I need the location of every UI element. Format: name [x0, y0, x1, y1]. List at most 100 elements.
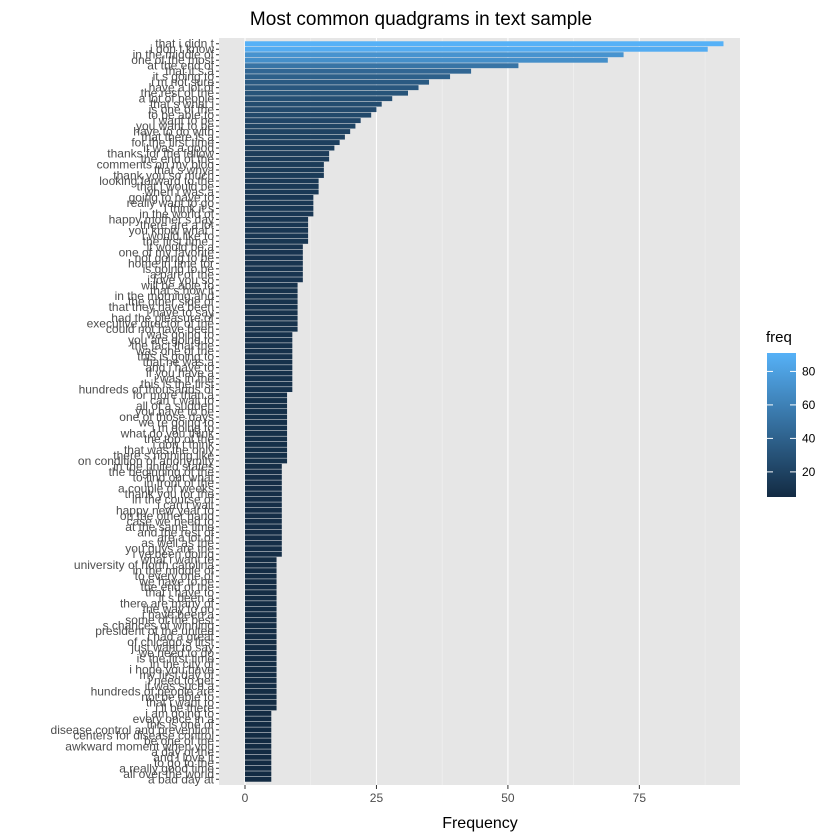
category-label: could not have been	[106, 322, 214, 336]
bar	[245, 162, 324, 167]
category-label: are a lot of	[157, 531, 214, 545]
bar	[245, 579, 277, 585]
bar	[245, 606, 277, 612]
bars	[245, 41, 724, 782]
category-label: i love you so	[147, 273, 214, 287]
bar	[245, 266, 303, 272]
bar	[245, 112, 372, 118]
bar	[245, 557, 277, 563]
bar	[245, 277, 303, 283]
category-label: in the world of	[139, 207, 214, 221]
category-label: for more than a	[133, 388, 215, 402]
category-label: what i want to	[140, 553, 215, 567]
bar	[245, 683, 277, 689]
category-label: i ll be there	[155, 701, 214, 715]
bar	[245, 694, 277, 700]
bar	[245, 535, 282, 541]
category-label: have a lot of	[149, 81, 215, 95]
x-tick-label: 25	[370, 791, 384, 805]
category-label: that i have to	[145, 586, 214, 600]
category-label: i had a great	[147, 630, 214, 644]
category-label: what do you think	[120, 426, 215, 440]
category-label: the other side of	[128, 295, 215, 309]
bar	[245, 573, 277, 579]
bar	[245, 211, 314, 217]
category-label: it would be a	[147, 240, 215, 254]
bar	[245, 677, 277, 683]
category-label: university of north carolina	[74, 558, 214, 572]
colorbar	[767, 353, 796, 497]
bar	[245, 562, 277, 568]
colorbar-tick-label: 40	[802, 431, 816, 445]
bar	[245, 430, 288, 436]
category-label: in the middle of	[133, 48, 215, 62]
bar	[245, 507, 282, 513]
bar	[245, 123, 356, 129]
category-label: that they have been	[109, 300, 214, 314]
bar	[245, 765, 272, 771]
bar	[245, 173, 324, 178]
bar	[245, 601, 277, 607]
bar	[245, 359, 293, 365]
bar	[245, 546, 282, 552]
legend-title: freq	[766, 329, 792, 346]
bar	[245, 332, 293, 338]
bar	[245, 721, 272, 727]
bar	[245, 96, 393, 102]
category-label: case we need to	[127, 514, 215, 528]
bar	[245, 732, 272, 738]
bar	[245, 771, 272, 777]
category-label: i can t wait	[157, 498, 214, 512]
category-label: you want to be	[136, 119, 214, 133]
category-label: on condition of anonymity	[78, 454, 214, 468]
category-label: all over the world	[123, 767, 214, 781]
category-label: that s why i	[154, 163, 214, 177]
category-label: just want to say	[130, 641, 214, 655]
bar	[245, 656, 277, 661]
category-label: is the first time	[137, 652, 215, 666]
bar	[245, 727, 272, 733]
category-label: there are a lot	[140, 218, 215, 232]
bar	[245, 134, 345, 140]
category-label: i don t think	[153, 437, 215, 451]
category-label: executive director of the	[87, 317, 215, 331]
category-label: is going to be	[143, 262, 215, 276]
colorbar-tick-label: 60	[802, 398, 816, 412]
category-label: to be able to	[148, 108, 214, 122]
bar	[245, 370, 293, 376]
bar	[245, 381, 293, 387]
bar	[245, 145, 335, 151]
category-label: will be able to	[140, 278, 214, 292]
category-label: every once in a	[133, 712, 215, 726]
bar	[245, 299, 298, 305]
category-label: the top of the	[144, 432, 214, 446]
category-label: i was going to	[141, 328, 215, 342]
category-label: i need to get	[148, 673, 215, 687]
bar	[245, 107, 377, 113]
category-label: i don t know	[150, 42, 214, 56]
bar	[245, 238, 309, 244]
category-label: be one of the	[144, 734, 214, 748]
category-label: to every one of	[135, 569, 215, 583]
bar	[245, 463, 282, 469]
category-label: this is one of	[147, 717, 215, 731]
bar	[245, 612, 277, 618]
category-label: one of those days	[119, 410, 214, 424]
bar	[245, 634, 277, 640]
bar	[245, 233, 309, 239]
bar	[245, 705, 277, 711]
category-label: the way to go	[143, 602, 215, 616]
category-label: looking forward to the	[99, 174, 214, 188]
bar	[245, 205, 314, 211]
bar	[245, 485, 282, 491]
bar	[245, 178, 319, 184]
category-label: it s going to	[153, 70, 215, 84]
category-label: of chicago s first	[127, 635, 214, 649]
bar	[245, 403, 288, 409]
bar	[245, 216, 309, 222]
category-label: that s how it	[150, 284, 215, 298]
category-label: you know what i	[129, 223, 214, 237]
bar	[245, 661, 277, 667]
bar	[245, 41, 724, 47]
